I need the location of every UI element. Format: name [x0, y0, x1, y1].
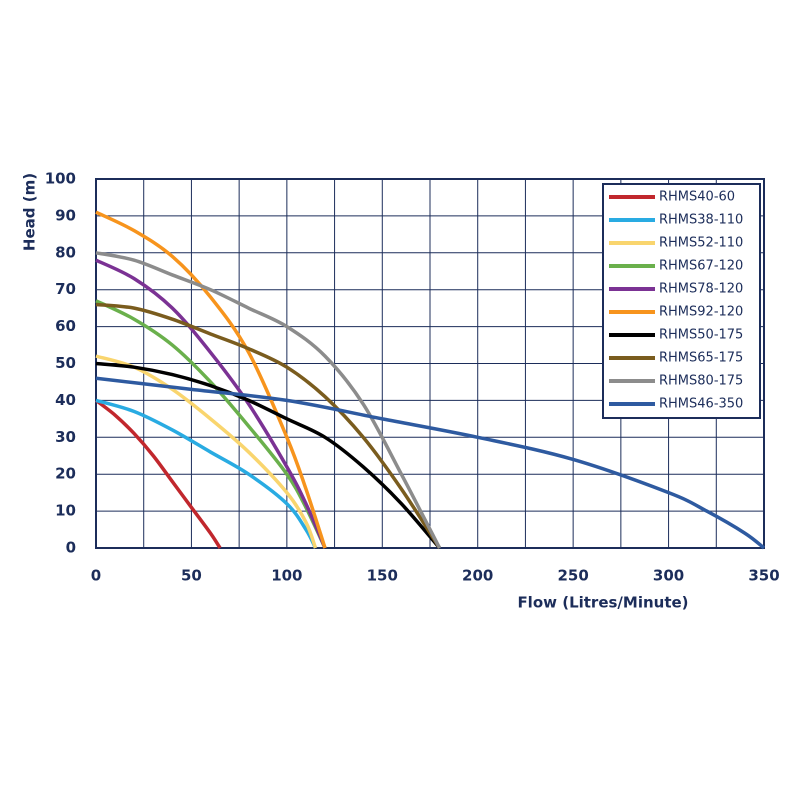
series-line: [95, 302, 442, 549]
series-line: [95, 398, 318, 549]
y-tick-label: 10: [55, 502, 76, 520]
y-tick-label: 20: [55, 465, 76, 483]
y-tick-label: 60: [55, 317, 76, 335]
series-line: [94, 399, 222, 549]
legend-label: RHMS46-350: [659, 397, 743, 412]
x-tick-label: 150: [367, 567, 398, 585]
x-tick-label: 100: [271, 567, 302, 585]
x-tick-label: 200: [462, 567, 493, 585]
legend-label: RHMS92-120: [659, 305, 743, 320]
legend-label: RHMS80-175: [659, 374, 743, 389]
y-tick-label: 70: [55, 280, 76, 298]
y-tick-label: 30: [55, 428, 76, 446]
x-tick-label: 350: [748, 567, 779, 585]
y-tick-label: 40: [55, 391, 76, 409]
y-tick-label: 50: [55, 354, 76, 372]
series-line: [95, 210, 327, 549]
y-axis-label: Head (m): [21, 173, 39, 251]
legend: RHMS40-60 RHMS38-110 RHMS52-110 RHMS67-120 R…: [602, 183, 761, 419]
legend-label: RHMS38-110: [659, 213, 743, 228]
legend-label: RHMS50-175: [659, 328, 743, 343]
x-tick-label: 0: [91, 567, 101, 585]
y-tick-label: 100: [45, 170, 76, 188]
legend-label: RHMS52-110: [659, 236, 743, 251]
series-line: [95, 258, 327, 549]
y-tick-label: 90: [55, 206, 76, 224]
x-axis-label: Flow (Litres/Minute): [517, 594, 688, 612]
legend-label: RHMS40-60: [659, 190, 735, 205]
x-tick-label: 50: [181, 567, 202, 585]
y-tick-label: 80: [55, 243, 76, 261]
y-tick-label: 0: [66, 539, 76, 557]
legend-label: RHMS78-120: [659, 282, 743, 297]
x-tick-label: 250: [557, 567, 588, 585]
x-tick-label: 300: [653, 567, 684, 585]
legend-label: RHMS65-175: [659, 351, 743, 366]
series-line: [95, 376, 766, 550]
legend-label: RHMS67-120: [659, 259, 743, 274]
series-line: [95, 251, 442, 549]
series-line: [95, 361, 441, 550]
